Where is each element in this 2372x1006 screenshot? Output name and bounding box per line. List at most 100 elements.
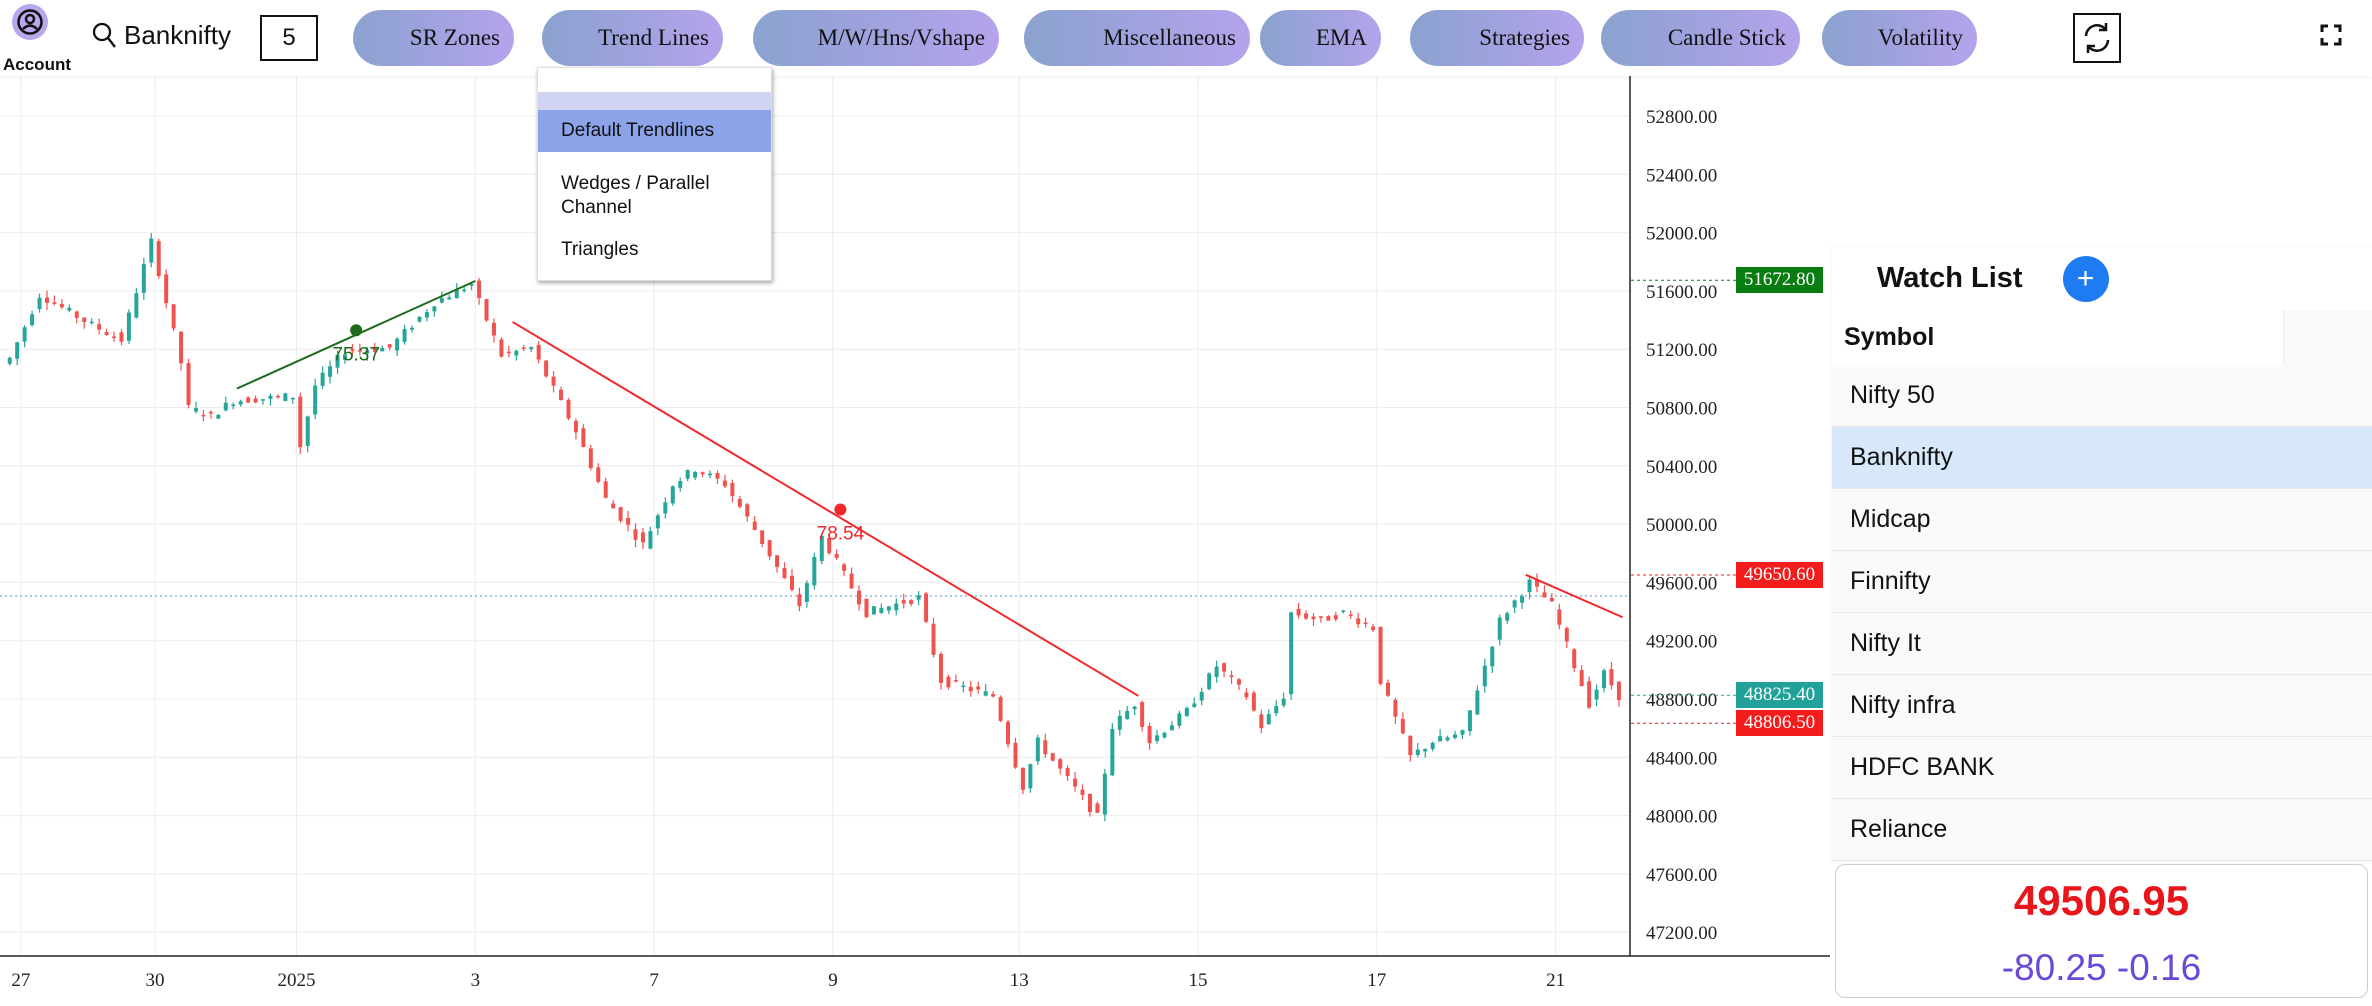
candle-body (156, 241, 161, 277)
watchlist-item[interactable]: Nifty infra (1832, 675, 2372, 737)
candle-body (708, 473, 713, 476)
candle-body (1281, 698, 1286, 706)
menu-candle-stick[interactable]: Candle Stick (1601, 10, 1800, 66)
candle-body (469, 284, 474, 286)
toolbar: Account Banknifty 5 SR Zones Trend Lines… (0, 0, 2372, 76)
y-tick-label: 51600.00 (1646, 282, 1717, 303)
watchlist-item[interactable]: HDFC BANK (1832, 737, 2372, 799)
candle-body (767, 540, 772, 557)
menu-ema[interactable]: EMA (1260, 10, 1381, 66)
watchlist-item[interactable]: Banknifty (1832, 427, 2372, 489)
watchlist-item[interactable]: Finnifty (1832, 551, 2372, 613)
watchlist-item[interactable]: Nifty It (1832, 613, 2372, 675)
candle-body (1497, 617, 1502, 640)
candle-body (1132, 706, 1137, 710)
candle-body (134, 293, 139, 318)
candle-body (722, 480, 727, 487)
candle-body (991, 694, 996, 697)
trend-lines-dropdown: Default Trendlines Wedges / Parallel Cha… (537, 67, 772, 281)
candle-body (126, 312, 131, 341)
price-tag: 48806.50 (1736, 710, 1823, 737)
candle-body (1363, 622, 1368, 625)
candle-body (1602, 670, 1607, 689)
menu-volatility[interactable]: Volatility (1822, 10, 1977, 66)
watchlist-item[interactable]: Midcap (1832, 489, 2372, 551)
candle-body (1028, 764, 1033, 789)
interval-input[interactable]: 5 (260, 15, 318, 61)
y-tick-label: 47200.00 (1646, 923, 1717, 944)
candle-body (745, 504, 750, 517)
dropdown-item-triangles[interactable]: Triangles (561, 239, 639, 260)
price-chart[interactable]: 27 30 2025 3 7 9 13 15 17 21 52800.00 52400.00 52000… (0, 0, 1830, 1006)
candle-body (976, 686, 981, 690)
candle-body (1229, 675, 1234, 678)
candle-body (290, 397, 295, 400)
candle-body (916, 595, 921, 600)
candle-body (1304, 613, 1309, 619)
candle-body (596, 467, 601, 482)
candle-body (968, 686, 973, 692)
dropdown-item-default-trendlines[interactable]: Default Trendlines (538, 110, 771, 152)
candle-body (335, 355, 340, 368)
candle-body (730, 483, 735, 496)
y-tick-label: 49200.00 (1646, 632, 1717, 653)
candle-body (275, 395, 280, 398)
candle-body (1356, 618, 1361, 625)
candle-body (417, 316, 422, 322)
candle-body (842, 564, 847, 571)
dropdown-item-wedges[interactable]: Wedges / Parallel Channel (561, 173, 710, 218)
plot-area (0, 76, 1630, 956)
candle-body (648, 531, 653, 549)
x-tick-label: 9 (828, 970, 838, 991)
candle-body (454, 289, 459, 299)
x-tick-label: 3 (471, 970, 481, 991)
refresh-button[interactable] (2073, 13, 2121, 63)
candle-body (573, 421, 578, 433)
watchlist-title: Watch List (1877, 262, 2023, 294)
menu-miscellaneous[interactable]: Miscellaneous (1024, 10, 1250, 66)
candle-body (670, 486, 675, 504)
candle-body (179, 331, 184, 364)
menu-mw-hns-vshape[interactable]: M/W/Hns/Vshape (753, 10, 999, 66)
candle-body (663, 502, 668, 514)
watchlist-item[interactable]: Reliance (1832, 799, 2372, 861)
candle-body (1110, 728, 1115, 776)
candle-body (1549, 597, 1554, 602)
x-tick-label: 17 (1367, 970, 1386, 991)
y-tick-label: 50400.00 (1646, 457, 1717, 478)
user-icon (17, 9, 43, 35)
candle-body (737, 498, 742, 507)
candle-body (22, 327, 27, 342)
x-tick-label: 13 (1010, 970, 1029, 991)
watchlist-item[interactable]: Nifty 50 (1832, 365, 2372, 427)
candle-body (640, 532, 645, 543)
menu-sr-zones[interactable]: SR Zones (353, 10, 514, 66)
candle-body (1065, 768, 1070, 777)
candle-body (1348, 614, 1353, 617)
candle-body (1251, 692, 1256, 711)
search-icon (92, 22, 116, 48)
symbol-name: Banknifty (124, 20, 231, 50)
candle-body (238, 401, 243, 405)
candle-body (231, 404, 236, 407)
candle-body (201, 414, 206, 417)
trendline-marker (834, 503, 847, 516)
candle-body (499, 339, 504, 357)
candle-body (1378, 626, 1383, 684)
y-tick-label: 50800.00 (1646, 399, 1717, 420)
symbol-search[interactable]: Banknifty (92, 20, 231, 51)
fullscreen-button[interactable] (2320, 24, 2342, 51)
candle-body (521, 347, 526, 349)
menu-strategies[interactable]: Strategies (1410, 10, 1584, 66)
candle-body (1557, 609, 1562, 625)
menu-trend-lines[interactable]: Trend Lines (542, 10, 723, 66)
candle-body (685, 470, 690, 479)
candle-body (439, 298, 444, 303)
candle-body (1534, 579, 1539, 587)
candle-body (834, 553, 839, 559)
candle-body (536, 344, 541, 360)
candle-body (1043, 740, 1048, 755)
candle-body (208, 411, 213, 414)
add-symbol-button[interactable]: + (2062, 255, 2109, 302)
account-button[interactable] (12, 4, 48, 40)
